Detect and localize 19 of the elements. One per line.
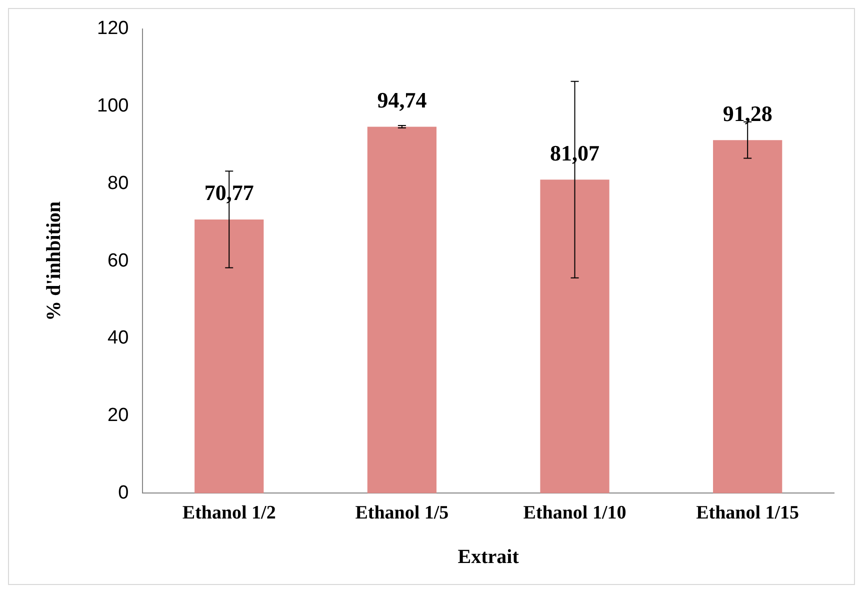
y-tick-label: 120: [97, 18, 129, 40]
x-tick-label: Ethanol 1/10: [523, 502, 626, 524]
y-tick-label: 40: [108, 328, 129, 349]
y-tick-label: 80: [108, 172, 129, 194]
x-tick-label: Ethanol 1/5: [355, 502, 449, 524]
y-tick-label: 60: [108, 250, 129, 272]
y-axis-title: % d'inhbition: [43, 201, 66, 321]
x-axis-title: Extrait: [458, 546, 520, 568]
x-tick-label: Ethanol 1/15: [696, 502, 800, 524]
y-tick-label: 100: [97, 96, 129, 117]
bar: [367, 126, 437, 494]
y-tick-label: 0: [118, 482, 129, 504]
y-tick-label: 20: [108, 405, 129, 426]
x-tick-label: Ethanol 1/2: [182, 502, 276, 524]
data-label: 94,74: [377, 87, 427, 112]
data-label: 91,28: [722, 100, 772, 126]
bar: [540, 180, 610, 494]
bar: [713, 140, 782, 494]
bar: [194, 219, 264, 494]
